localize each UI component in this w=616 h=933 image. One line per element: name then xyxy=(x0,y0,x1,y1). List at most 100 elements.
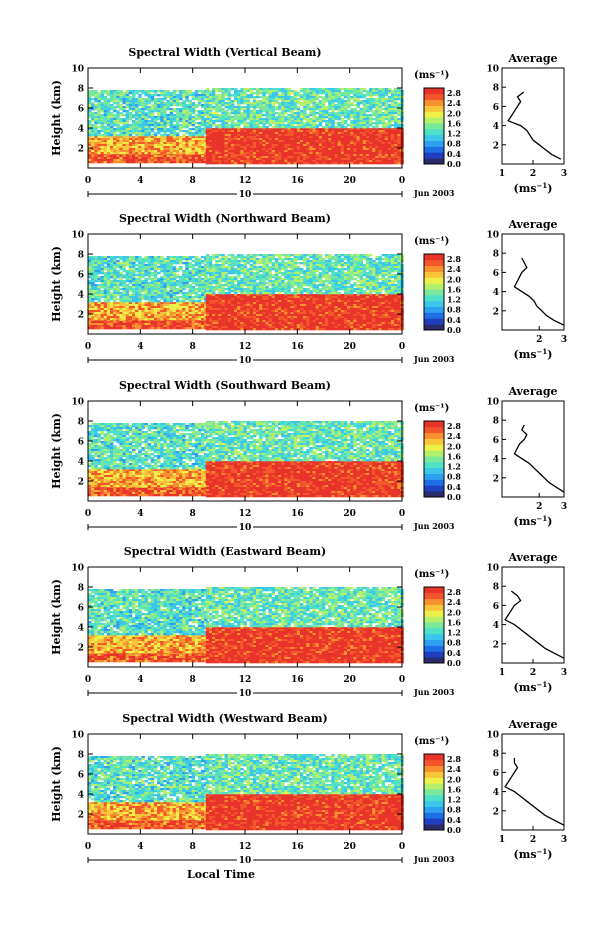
heatmap-cell xyxy=(347,96,350,98)
heatmap-cell xyxy=(294,144,297,146)
heatmap-cell xyxy=(129,296,132,298)
heatmap-cell xyxy=(338,92,341,94)
heatmap-cell xyxy=(170,296,173,298)
heatmap-cell xyxy=(231,294,234,296)
heatmap-cell xyxy=(157,104,160,106)
heatmap-cell xyxy=(101,157,104,159)
heatmap-cell xyxy=(201,159,204,161)
heatmap-cell xyxy=(262,148,265,150)
heatmap-cell xyxy=(119,282,122,284)
heatmap-cell xyxy=(259,162,262,164)
heatmap-cell xyxy=(116,290,119,292)
heatmap-cell xyxy=(375,138,378,140)
heatmap-cell xyxy=(221,120,224,122)
heatmap-cell xyxy=(357,102,360,104)
heatmap-cell xyxy=(163,314,166,316)
heatmap-cell xyxy=(300,150,303,152)
heatmap-cell xyxy=(382,128,385,130)
heatmap-cell xyxy=(382,88,385,90)
heatmap-cell xyxy=(173,146,176,148)
heatmap-cell xyxy=(204,274,207,276)
heatmap-cell xyxy=(331,130,334,132)
heatmap-cell xyxy=(391,160,394,162)
heatmap-cell xyxy=(123,92,126,94)
heatmap-cell xyxy=(265,90,268,92)
heatmap-cell xyxy=(234,92,237,94)
heatmap-cell xyxy=(243,98,246,100)
heatmap-cell xyxy=(363,88,366,90)
heatmap-cell xyxy=(151,282,154,284)
heatmap-cell xyxy=(375,130,378,132)
heatmap-cell xyxy=(338,110,341,112)
heatmap-cell xyxy=(275,120,278,122)
heatmap-cell xyxy=(262,136,265,138)
heatmap-cell xyxy=(97,258,100,260)
heatmap-cell xyxy=(132,104,135,106)
heatmap-cell xyxy=(110,266,113,268)
heatmap-cell xyxy=(394,118,397,120)
heatmap-cell xyxy=(322,130,325,132)
heatmap-cell xyxy=(375,124,378,126)
heatmap-cell xyxy=(341,92,344,94)
heatmap-cell xyxy=(347,90,350,92)
heatmap-cell xyxy=(228,94,231,96)
heatmap-cell xyxy=(347,144,350,146)
heatmap-cell xyxy=(97,136,100,138)
heatmap-cell xyxy=(119,264,122,266)
heatmap-cell xyxy=(195,282,198,284)
heatmap-cell xyxy=(378,154,381,156)
heatmap-cell xyxy=(88,296,91,298)
heatmap-cell xyxy=(167,256,170,258)
heatmap-cell xyxy=(107,284,110,286)
heatmap-cell xyxy=(250,88,253,90)
heatmap-cell xyxy=(132,114,135,116)
heatmap-cell xyxy=(189,272,192,274)
heatmap-cell xyxy=(94,159,97,161)
heatmap-cell xyxy=(173,288,176,290)
heatmap-cell xyxy=(163,128,166,130)
heatmap-cell xyxy=(287,94,290,96)
heatmap-cell xyxy=(294,100,297,102)
heatmap-cell xyxy=(97,150,100,152)
heatmap-cell xyxy=(182,294,185,296)
heatmap-cell xyxy=(179,306,182,308)
heatmap-cell xyxy=(212,106,215,108)
heatmap-cell xyxy=(341,126,344,128)
heatmap-cell xyxy=(328,136,331,138)
heatmap-cell xyxy=(107,325,110,327)
heatmap-cell xyxy=(192,260,195,262)
heatmap-cell xyxy=(231,132,234,134)
heatmap-cell xyxy=(185,264,188,266)
heatmap-cell xyxy=(126,312,129,314)
heatmap-cell xyxy=(237,138,240,140)
heatmap-cell xyxy=(145,278,148,280)
heatmap-cell xyxy=(88,256,91,258)
heatmap-cell xyxy=(113,294,116,296)
heatmap-cell xyxy=(176,120,179,122)
heatmap-cell xyxy=(215,104,218,106)
heatmap-cell xyxy=(272,144,275,146)
heatmap-cell xyxy=(309,92,312,94)
heatmap-cell xyxy=(372,90,375,92)
heatmap-cell xyxy=(350,142,353,144)
heatmap-cell xyxy=(110,116,113,118)
heatmap-cell xyxy=(154,258,157,260)
heatmap-cell xyxy=(113,114,116,116)
heatmap-cell xyxy=(357,100,360,102)
heatmap-cell xyxy=(126,116,129,118)
heatmap-cell xyxy=(209,138,212,140)
heatmap-cell xyxy=(135,282,138,284)
heatmap-cell xyxy=(388,124,391,126)
heatmap-cell xyxy=(173,134,176,136)
heatmap-cell xyxy=(182,262,185,264)
heatmap-cell xyxy=(309,142,312,144)
heatmap-cell xyxy=(119,276,122,278)
heatmap-cell xyxy=(350,134,353,136)
heatmap-cell xyxy=(262,98,265,100)
heatmap-cell xyxy=(110,318,113,320)
heatmap-cell xyxy=(250,154,253,156)
heatmap-cell xyxy=(157,102,160,104)
heatmap-cell xyxy=(135,140,138,142)
heatmap-cell xyxy=(116,159,119,161)
heatmap-cell xyxy=(331,294,334,296)
